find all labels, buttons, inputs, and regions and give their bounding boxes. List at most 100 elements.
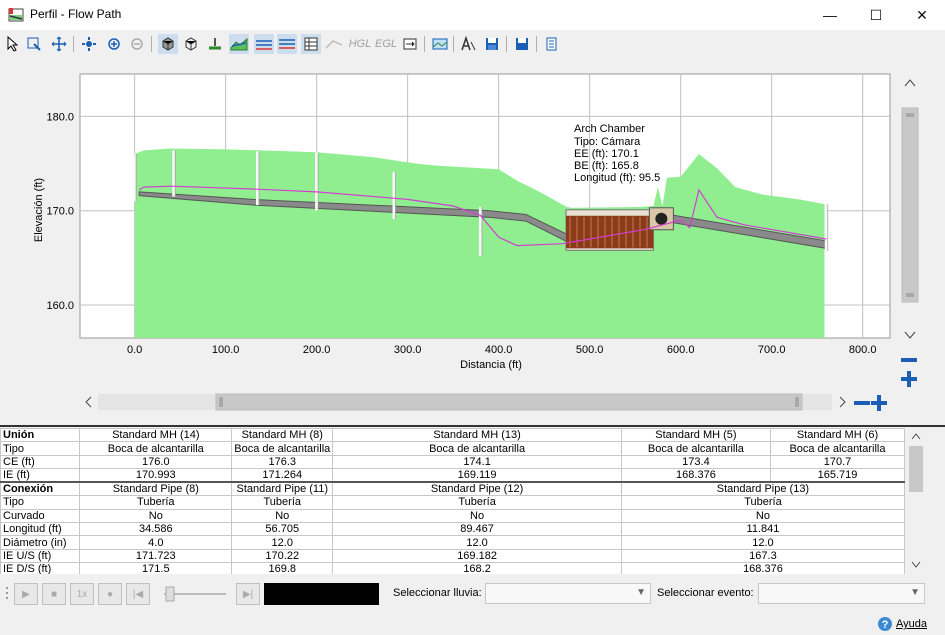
table-cell[interactable]: Standard Pipe (12) xyxy=(332,481,622,497)
font-button[interactable] xyxy=(458,34,478,54)
table-cell[interactable]: Standard Pipe (13) xyxy=(620,481,905,497)
profile-disabled-button[interactable] xyxy=(324,34,344,54)
row-header-cell[interactable]: Diámetro (in) xyxy=(0,535,81,550)
grid-vertical-scrollbar[interactable] xyxy=(907,428,925,574)
record-button[interactable]: ● xyxy=(98,583,122,605)
horizontal-zoom-in-icon[interactable] xyxy=(870,394,888,413)
table-cell[interactable]: No xyxy=(620,508,905,523)
help-button[interactable]: ? Ayuda xyxy=(877,616,927,632)
table-cell[interactable]: Tubería xyxy=(231,495,334,510)
row-header-cell[interactable]: IE D/S (ft) xyxy=(0,562,81,574)
table-cell[interactable]: Tubería xyxy=(332,495,622,510)
vertical-scroll-thumb[interactable] xyxy=(901,107,919,303)
step-back-button[interactable]: |◀ xyxy=(126,583,150,605)
row-header-cell[interactable]: CE (ft) xyxy=(0,454,81,470)
row-header-cell[interactable]: Longitud (ft) xyxy=(0,521,81,537)
table-cell[interactable]: 169.119 xyxy=(332,468,622,483)
table-cell[interactable]: 89.467 xyxy=(332,521,622,537)
table-cell[interactable]: Boca de alcantarilla xyxy=(620,441,771,456)
terrain-button[interactable] xyxy=(229,34,249,54)
row-header-cell[interactable]: Conexión xyxy=(0,481,81,497)
table-cell[interactable]: 169.182 xyxy=(332,548,622,564)
print-preview-button[interactable] xyxy=(430,34,450,54)
scroll-up-icon[interactable] xyxy=(904,79,916,87)
table-cell[interactable]: 170.7 xyxy=(769,454,905,470)
row-header-cell[interactable]: IE U/S (ft) xyxy=(0,548,81,564)
table-cell[interactable]: Boca de alcantarilla xyxy=(769,441,905,456)
chart-vertical-scrollbar[interactable] xyxy=(900,74,920,344)
table-button[interactable] xyxy=(301,34,321,54)
stop-button[interactable]: ■ xyxy=(42,583,66,605)
horizontal-zoom-out-icon[interactable] xyxy=(853,395,871,412)
table-cell[interactable]: 170.22 xyxy=(231,548,334,564)
egl-lines-button[interactable] xyxy=(277,34,297,54)
table-cell[interactable]: 176.3 xyxy=(231,454,334,470)
rain-select[interactable]: ▼ xyxy=(485,583,651,604)
select-pointer-button[interactable] xyxy=(3,34,23,54)
table-cell[interactable]: 171.264 xyxy=(231,468,334,483)
zoom-window-button[interactable] xyxy=(24,34,44,54)
row-header-cell[interactable]: Tipo xyxy=(0,441,81,456)
copy-button[interactable] xyxy=(541,34,561,54)
grid-scroll-up-icon[interactable] xyxy=(911,433,921,440)
table-cell[interactable]: Standard MH (14) xyxy=(79,428,233,443)
row-header-cell[interactable]: Tipo xyxy=(0,495,81,510)
table-cell[interactable]: 171.723 xyxy=(79,548,233,564)
maximize-button[interactable]: ☐ xyxy=(869,6,883,23)
table-cell[interactable]: Tubería xyxy=(620,495,905,510)
table-cell[interactable]: Standard MH (8) xyxy=(231,428,334,443)
pan-button[interactable] xyxy=(49,34,69,54)
table-cell[interactable]: 12.0 xyxy=(620,535,905,550)
close-button[interactable]: ✕ xyxy=(916,6,928,23)
table-cell[interactable]: No xyxy=(332,508,622,523)
table-cell[interactable]: 171.5 xyxy=(79,562,233,574)
table-cell[interactable]: 168.2 xyxy=(332,562,622,574)
save-as-button[interactable] xyxy=(512,34,532,54)
zoom-extents-button[interactable] xyxy=(79,34,99,54)
hgl-button[interactable]: HGL xyxy=(348,34,372,54)
speed-button[interactable]: 1x xyxy=(70,583,94,605)
chart-horizontal-scrollbar[interactable] xyxy=(80,392,852,412)
table-cell[interactable]: 11.841 xyxy=(620,521,905,537)
table-cell[interactable]: 4.0 xyxy=(79,535,233,550)
time-slider[interactable] xyxy=(158,583,232,605)
scroll-down-icon[interactable] xyxy=(904,331,916,339)
table-cell[interactable]: 170.993 xyxy=(79,468,233,483)
table-cell[interactable]: 173.4 xyxy=(620,454,771,470)
table-cell[interactable]: 165.719 xyxy=(769,468,905,483)
3d-view-button[interactable] xyxy=(158,34,178,54)
profile-chart[interactable]: 0.0 100.0 200.0 300.0 400.0 500.0 600.0 700.0 80… xyxy=(0,58,900,418)
grid-scroll-thumb[interactable] xyxy=(909,446,923,492)
table-cell[interactable]: 168.376 xyxy=(620,562,905,574)
table-cell[interactable]: 167.3 xyxy=(620,548,905,564)
table-cell[interactable]: Standard MH (5) xyxy=(620,428,771,443)
minimize-button[interactable]: — xyxy=(823,7,837,23)
panel-divider[interactable] xyxy=(0,425,945,427)
egl-button[interactable]: EGL xyxy=(374,34,398,54)
hgl-lines-button[interactable] xyxy=(254,34,274,54)
table-cell[interactable]: Tubería xyxy=(79,495,233,510)
event-select[interactable]: ▼ xyxy=(758,583,925,604)
table-cell[interactable]: Standard Pipe (11) xyxy=(231,481,334,497)
table-cell[interactable]: 169.8 xyxy=(231,562,334,574)
vertical-zoom-in-icon[interactable] xyxy=(900,370,918,389)
play-button[interactable]: ▶ xyxy=(14,583,38,605)
zoom-out-button[interactable] xyxy=(127,34,147,54)
row-header-cell[interactable]: Unión xyxy=(0,428,81,443)
save-button[interactable] xyxy=(482,34,502,54)
step-forward-button[interactable]: ▶| xyxy=(236,583,260,605)
table-cell[interactable]: 12.0 xyxy=(332,535,622,550)
table-cell[interactable]: 176.0 xyxy=(79,454,233,470)
table-cell[interactable]: 168.376 xyxy=(620,468,771,483)
table-cell[interactable]: Standard MH (6) xyxy=(769,428,905,443)
wireframe-button[interactable] xyxy=(181,34,201,54)
table-cell[interactable]: 34.586 xyxy=(79,521,233,537)
export-button[interactable] xyxy=(400,34,420,54)
table-cell[interactable]: Standard MH (13) xyxy=(332,428,622,443)
table-cell[interactable]: Boca de alcantarilla xyxy=(332,441,622,456)
row-header-cell[interactable]: Curvado xyxy=(0,508,81,523)
table-cell[interactable]: 174.1 xyxy=(332,454,622,470)
scroll-left-icon[interactable] xyxy=(85,396,92,408)
table-cell[interactable]: Boca de alcantarilla xyxy=(79,441,233,456)
ground-button[interactable] xyxy=(205,34,225,54)
